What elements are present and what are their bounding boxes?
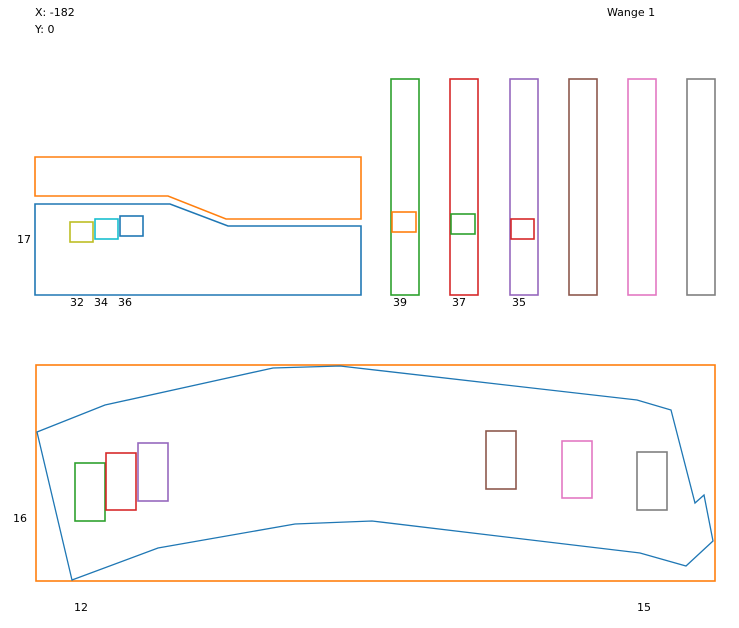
bottom-panel-contour — [36, 365, 714, 581]
small-box-label-34: 34 — [94, 296, 108, 309]
vertical-bar-label-37: 37 — [452, 296, 466, 309]
bottom-box-red — [105, 452, 137, 511]
vertical-bar-n4 — [568, 78, 598, 296]
small-box-32 — [69, 221, 94, 243]
vertical-bar-n6 — [686, 78, 716, 296]
top-panel-upper-outline — [34, 156, 362, 220]
vertical-bar-35 — [509, 78, 539, 296]
vertical-bar-39 — [390, 78, 420, 296]
vertical-bar-inner-box-37 — [450, 213, 476, 235]
top-panel-lower-outline — [34, 203, 362, 296]
small-box-label-32: 32 — [70, 296, 84, 309]
page-title: Wange 1 — [607, 6, 656, 19]
y-coordinate-readout: Y: 0 — [35, 23, 54, 36]
y-coordinate-value: 0 — [47, 23, 55, 36]
bottom-panel-frame — [35, 364, 716, 582]
vertical-bar-inner-box-35 — [510, 218, 535, 240]
x-coordinate-value: -182 — [49, 6, 75, 19]
vertical-bars: 39 37 35 — [390, 78, 716, 309]
bottom-box-brown — [485, 430, 517, 490]
bottom-panel-left-label: 12 — [74, 601, 88, 614]
bottom-panel-right-label: 15 — [637, 601, 651, 614]
x-coordinate-readout: X: -182 — [35, 6, 75, 19]
small-box-34 — [94, 218, 119, 240]
y-coordinate-label: Y: — [35, 23, 44, 36]
bottom-box-pink — [561, 440, 593, 499]
bottom-box-purple — [137, 442, 169, 502]
bottom-panel-side-label: 16 — [13, 512, 27, 525]
vertical-bar-n5 — [627, 78, 657, 296]
small-box-36 — [119, 215, 144, 237]
bottom-box-gray — [636, 451, 668, 511]
bottom-box-green — [74, 462, 106, 522]
x-coordinate-label: X: — [35, 6, 47, 19]
small-box-label-36: 36 — [118, 296, 132, 309]
vertical-bar-label-35: 35 — [512, 296, 526, 309]
vertical-bar-inner-box-39 — [391, 211, 417, 233]
top-panel-small-boxes: 32 34 36 — [69, 215, 144, 309]
vertical-bar-37 — [449, 78, 479, 296]
bottom-panel-boxes — [74, 430, 668, 522]
vertical-bar-label-39: 39 — [393, 296, 407, 309]
top-panel-side-label: 17 — [17, 233, 31, 246]
